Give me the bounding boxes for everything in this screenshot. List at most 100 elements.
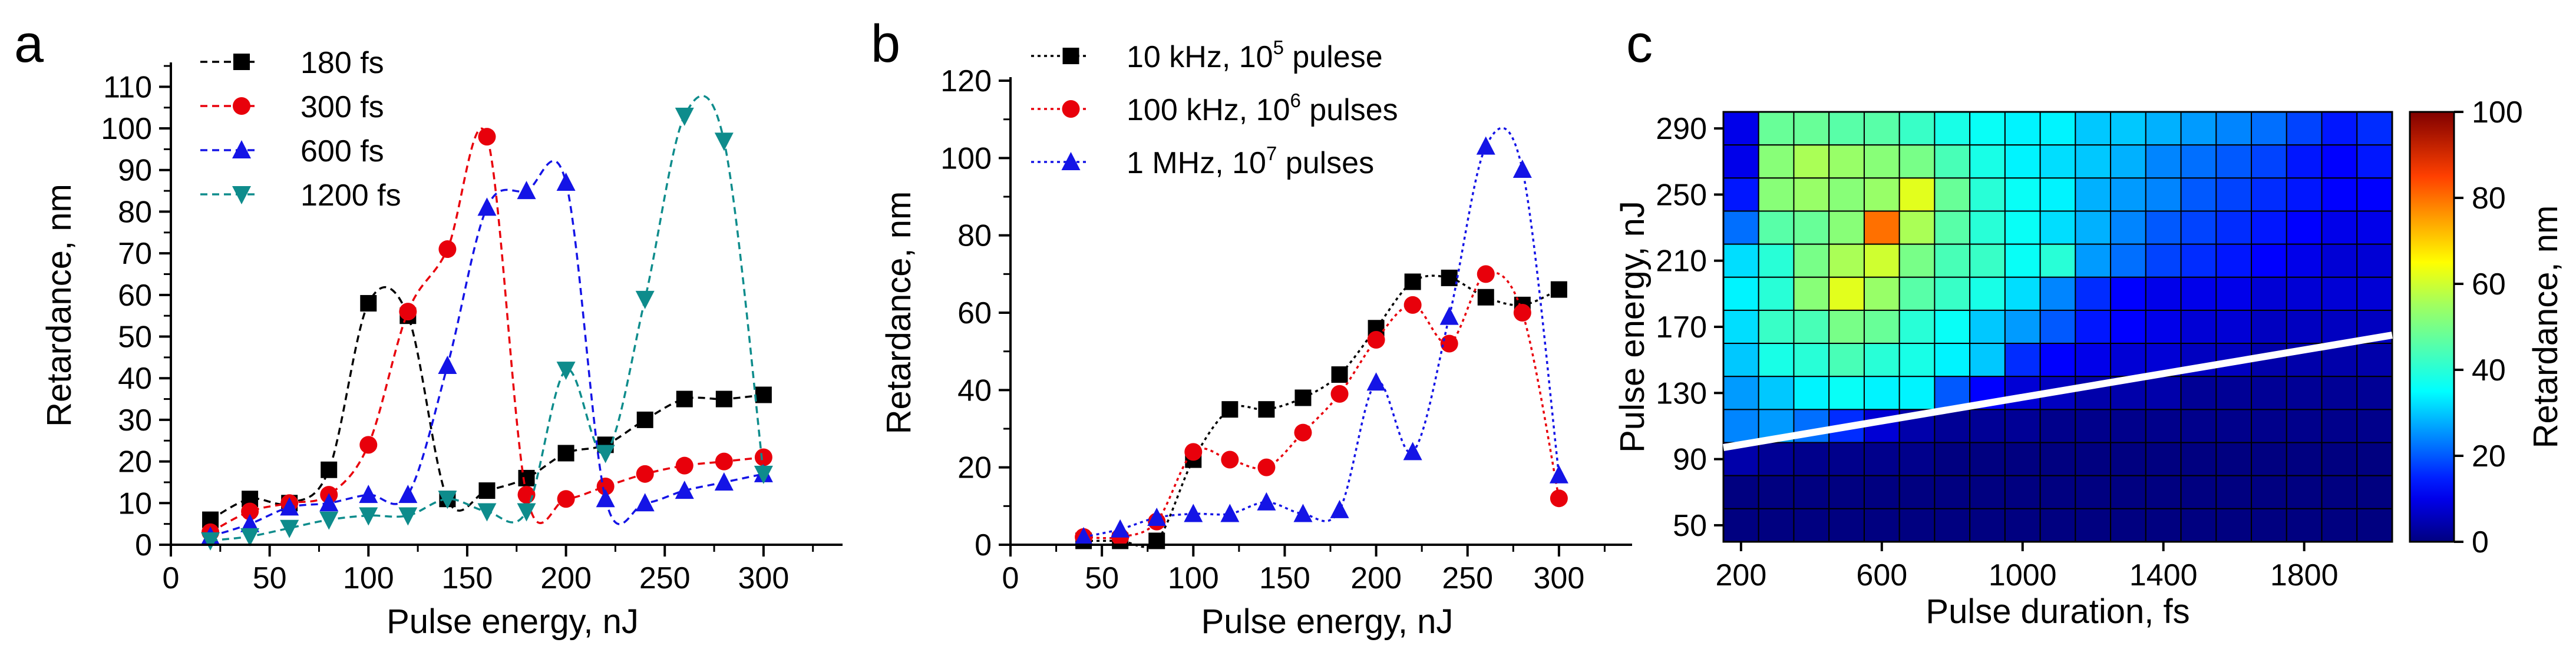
legend-suffix: pulses xyxy=(1277,146,1374,180)
heatmap-cell xyxy=(2286,210,2323,245)
y-axis-label-c: Pulse energy, nJ xyxy=(1613,201,1652,453)
heatmap-cell xyxy=(1758,177,1795,212)
x-tick-label-a: 300 xyxy=(738,561,789,595)
heatmap-cell xyxy=(2180,376,2217,410)
x-tick-label-a: 100 xyxy=(343,561,394,595)
heatmap-cell xyxy=(2286,475,2323,509)
data-point-b-1 xyxy=(1330,385,1349,403)
heatmap-cell xyxy=(1793,144,1830,179)
heatmap-cell xyxy=(2180,144,2217,179)
heatmap-cell xyxy=(1969,309,2006,345)
colorbar-tick-label: 60 xyxy=(2472,267,2506,302)
heatmap-cell xyxy=(2356,442,2393,476)
heatmap-cell xyxy=(2356,475,2393,509)
heatmap-cell xyxy=(1723,409,1759,443)
data-point-a-3 xyxy=(754,465,773,484)
heatmap-cell xyxy=(1969,144,2006,179)
heatmap-cell xyxy=(1828,177,1865,212)
heatmap-cell xyxy=(1828,343,1865,377)
heatmap-cell xyxy=(2321,177,2358,212)
data-point-b-2 xyxy=(1366,372,1386,391)
data-point-b-2 xyxy=(1512,160,1532,178)
x-tick-label-a: 0 xyxy=(163,561,180,595)
heatmap-cell xyxy=(2356,508,2393,542)
heatmap-cell xyxy=(1793,276,1830,311)
heatmap-cell xyxy=(1793,508,1830,542)
data-point-a-2 xyxy=(556,172,576,191)
heatmap-cell xyxy=(2180,210,2217,245)
x-tick-label-b: 50 xyxy=(1085,561,1119,595)
legend-label-a-3: 1200 fs xyxy=(300,178,401,213)
y-tick-label-a: 50 xyxy=(118,320,152,355)
heatmap-cell xyxy=(2075,442,2112,476)
heatmap-cell xyxy=(1828,475,1865,509)
legend-label-b-1: 100 kHz, 106 pulses xyxy=(1127,90,1398,127)
heatmap-cell xyxy=(2075,409,2112,443)
heatmap-cell xyxy=(2251,475,2287,509)
heatmap-cell xyxy=(1758,475,1795,509)
heatmap-cell xyxy=(1758,343,1795,377)
heatmap-cell xyxy=(1758,243,1795,278)
heatmap-cell xyxy=(2321,243,2358,278)
data-point-a-3 xyxy=(201,532,220,551)
heatmap-cell xyxy=(2145,442,2182,476)
heatmap-cell xyxy=(2075,144,2112,179)
heatmap-cell xyxy=(2321,475,2358,509)
heatmap-cell xyxy=(2145,144,2182,179)
data-point-a-2 xyxy=(675,481,694,499)
heatmap-cell xyxy=(1863,276,1900,311)
heatmap-cell xyxy=(2075,276,2112,311)
heatmap-cell xyxy=(2321,409,2358,443)
heatmap-cell xyxy=(2004,111,2041,146)
series-curve-b-1 xyxy=(1084,271,1560,539)
heatmap-cell xyxy=(1934,177,1971,212)
x-tick-label-b: 0 xyxy=(1002,561,1019,595)
heatmap-cell xyxy=(1863,442,1900,476)
heatmap-cell xyxy=(1758,111,1795,146)
heatmap-cell xyxy=(1934,442,1971,476)
heatmap-cell xyxy=(1758,276,1795,311)
heatmap-cell xyxy=(2321,144,2358,179)
data-point-b-1 xyxy=(1440,334,1458,353)
data-point-a-1 xyxy=(754,448,772,466)
heatmap-cell xyxy=(1723,210,1759,245)
heatmap-cell xyxy=(2110,177,2146,212)
legend-marker-a-2 xyxy=(232,140,251,158)
heatmap-cell xyxy=(1934,111,1971,146)
heatmap-cell xyxy=(2321,210,2358,245)
heatmap-cell xyxy=(2215,243,2253,278)
y-tick-label-a: 90 xyxy=(118,154,152,188)
data-point-b-2 xyxy=(1074,526,1094,545)
legend-suffix: pulese xyxy=(1284,40,1383,74)
heatmap-cell xyxy=(1793,309,1830,345)
heatmap-cell xyxy=(1828,442,1865,476)
y-tick-label-a: 10 xyxy=(118,486,152,521)
legend-label-a-1: 300 fs xyxy=(300,90,384,124)
heatmap-cell xyxy=(1863,343,1900,377)
heatmap-cell xyxy=(2039,276,2076,311)
heatmap-cell xyxy=(2004,508,2041,542)
heatmap-cell xyxy=(2251,111,2287,146)
heatmap-cell xyxy=(2215,309,2253,345)
x-axis-label-c: Pulse duration, fs xyxy=(1926,592,2189,631)
data-point-a-2 xyxy=(240,514,260,532)
data-point-b-2 xyxy=(1330,499,1349,518)
heatmap-cell xyxy=(2004,442,2041,476)
data-point-a-0 xyxy=(676,390,693,408)
heatmap-cell xyxy=(2356,111,2393,146)
heatmap-cell xyxy=(2075,309,2112,345)
heatmap-cell xyxy=(2075,475,2112,509)
heatmap-cell xyxy=(1863,144,1900,179)
data-point-a-0 xyxy=(321,461,338,478)
heatmap-cell xyxy=(2110,309,2146,345)
heatmap-cell xyxy=(2004,309,2041,345)
y-tick-label-a: 30 xyxy=(118,403,152,438)
heatmap-cell xyxy=(2321,508,2358,542)
heatmap-cell xyxy=(2075,508,2112,542)
data-point-a-1 xyxy=(557,490,575,508)
heatmap-cell xyxy=(1793,210,1830,245)
heatmap-cell xyxy=(2075,243,2112,278)
heatmap-cell xyxy=(2004,276,2041,311)
y-axis-label-b: Retardance, nm xyxy=(880,191,918,435)
